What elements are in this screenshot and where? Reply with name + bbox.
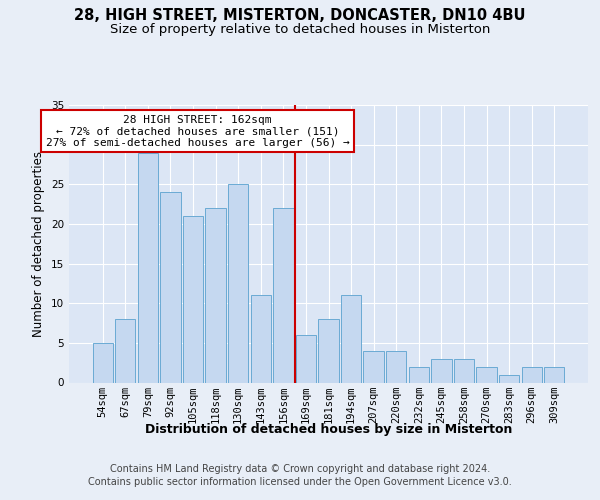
Bar — [499, 374, 519, 382]
Y-axis label: Number of detached properties: Number of detached properties — [32, 151, 46, 337]
Bar — [521, 366, 542, 382]
Bar — [251, 296, 271, 382]
Bar — [205, 208, 226, 382]
Bar — [319, 319, 338, 382]
Bar — [296, 335, 316, 382]
Bar — [386, 351, 406, 382]
Bar — [228, 184, 248, 382]
Bar — [364, 351, 384, 382]
Bar — [454, 358, 474, 382]
Bar — [476, 366, 497, 382]
Bar — [341, 296, 361, 382]
Bar — [138, 152, 158, 382]
Bar — [409, 366, 429, 382]
Text: 28 HIGH STREET: 162sqm
← 72% of detached houses are smaller (151)
27% of semi-de: 28 HIGH STREET: 162sqm ← 72% of detached… — [46, 114, 349, 148]
Bar — [160, 192, 181, 382]
Bar — [431, 358, 452, 382]
Text: 28, HIGH STREET, MISTERTON, DONCASTER, DN10 4BU: 28, HIGH STREET, MISTERTON, DONCASTER, D… — [74, 8, 526, 22]
Bar — [92, 343, 113, 382]
Bar — [115, 319, 136, 382]
Bar — [273, 208, 293, 382]
Text: Size of property relative to detached houses in Misterton: Size of property relative to detached ho… — [110, 22, 490, 36]
Text: Contains HM Land Registry data © Crown copyright and database right 2024.
Contai: Contains HM Land Registry data © Crown c… — [88, 464, 512, 487]
Text: Distribution of detached houses by size in Misterton: Distribution of detached houses by size … — [145, 422, 512, 436]
Bar — [183, 216, 203, 382]
Bar — [544, 366, 565, 382]
